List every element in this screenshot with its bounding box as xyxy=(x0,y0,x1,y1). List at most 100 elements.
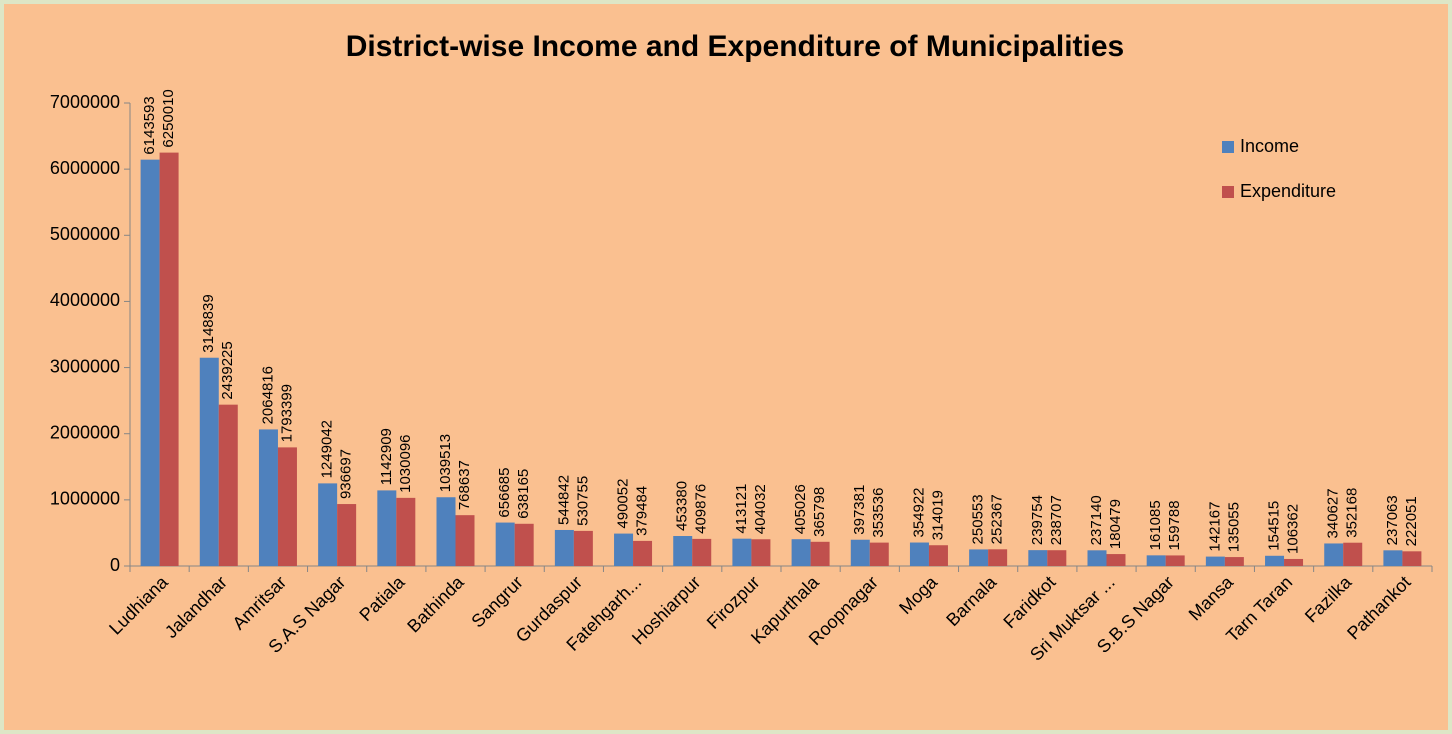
value-label: 404032 xyxy=(752,484,769,534)
bar xyxy=(258,429,278,566)
value-label: 544842 xyxy=(555,475,572,525)
bar xyxy=(988,549,1008,566)
bar xyxy=(751,539,771,566)
bar xyxy=(1146,555,1166,566)
value-label: 180479 xyxy=(1107,499,1124,549)
value-label: 354922 xyxy=(910,487,927,537)
value-label: 142167 xyxy=(1206,502,1223,552)
bar xyxy=(1047,550,1067,566)
bar xyxy=(199,357,219,566)
bar xyxy=(396,497,416,566)
bar xyxy=(928,545,948,566)
value-label: 2064816 xyxy=(259,366,276,424)
value-label: 135055 xyxy=(1225,502,1242,552)
bar xyxy=(455,515,475,566)
value-label: 453380 xyxy=(674,481,691,531)
bar xyxy=(633,540,653,566)
value-label: 530755 xyxy=(574,476,591,526)
legend-swatch xyxy=(1222,141,1234,153)
value-label: 1249042 xyxy=(319,420,336,478)
value-label: 237140 xyxy=(1088,495,1105,545)
bar xyxy=(810,541,830,566)
value-label: 379484 xyxy=(634,486,651,536)
legend-label: Expenditure xyxy=(1240,181,1336,201)
bar xyxy=(573,530,593,566)
value-label: 397381 xyxy=(851,485,868,535)
value-label: 159788 xyxy=(1166,500,1183,550)
chart-background xyxy=(4,4,1448,730)
bar xyxy=(1165,555,1185,566)
bar xyxy=(909,542,929,566)
bar xyxy=(140,159,160,566)
value-label: 340627 xyxy=(1325,488,1342,538)
value-label: 106362 xyxy=(1285,504,1302,554)
value-label: 252367 xyxy=(989,494,1006,544)
value-label: 6143593 xyxy=(141,96,158,154)
value-label: 1030096 xyxy=(397,434,414,492)
bar xyxy=(850,539,870,566)
value-label: 1793399 xyxy=(278,384,295,442)
bar xyxy=(791,539,811,566)
bar xyxy=(1383,550,1403,566)
y-tick-label: 2000000 xyxy=(50,422,120,442)
value-label: 353536 xyxy=(870,488,887,538)
value-label: 405026 xyxy=(792,484,809,534)
value-label: 250553 xyxy=(970,494,987,544)
bar xyxy=(159,152,179,566)
legend-label: Income xyxy=(1240,136,1299,156)
value-label: 413121 xyxy=(733,484,750,534)
value-label: 638165 xyxy=(515,469,532,519)
bar xyxy=(436,497,456,566)
bar xyxy=(969,549,989,566)
bar xyxy=(1087,550,1107,566)
bar xyxy=(614,533,634,566)
bar xyxy=(1402,551,1422,566)
value-label: 1039513 xyxy=(437,434,454,492)
bar xyxy=(1284,558,1304,566)
bar xyxy=(1205,556,1225,566)
value-label: 239754 xyxy=(1029,495,1046,545)
bar xyxy=(495,522,515,566)
value-label: 3148839 xyxy=(200,294,217,352)
value-label: 2439225 xyxy=(219,341,236,399)
y-tick-label: 7000000 xyxy=(50,92,120,112)
y-tick-label: 6000000 xyxy=(50,158,120,178)
bar xyxy=(277,447,297,566)
legend-swatch xyxy=(1222,186,1234,198)
bar xyxy=(1324,543,1344,566)
value-label: 768637 xyxy=(456,460,473,510)
y-tick-label: 5000000 xyxy=(50,224,120,244)
bar xyxy=(869,542,889,566)
value-label: 6250010 xyxy=(160,89,177,147)
bar xyxy=(1343,542,1363,566)
value-label: 238707 xyxy=(1048,495,1065,545)
y-tick-label: 4000000 xyxy=(50,290,120,310)
value-label: 314019 xyxy=(929,490,946,540)
y-tick-label: 0 xyxy=(110,555,120,575)
value-label: 352168 xyxy=(1344,488,1361,538)
bar xyxy=(554,529,574,566)
value-label: 365798 xyxy=(811,487,828,537)
chart-title: District-wise Income and Expenditure of … xyxy=(346,30,1124,63)
bar xyxy=(1106,554,1126,566)
value-label: 936697 xyxy=(338,449,355,499)
bar xyxy=(692,538,712,566)
bar xyxy=(732,538,752,566)
y-tick-label: 1000000 xyxy=(50,489,120,509)
bar xyxy=(337,504,357,566)
bar xyxy=(1028,550,1048,566)
value-label: 656685 xyxy=(496,468,513,518)
bar xyxy=(514,523,534,566)
value-label: 222051 xyxy=(1403,496,1420,546)
bar xyxy=(377,490,397,566)
value-label: 490052 xyxy=(615,479,632,529)
value-label: 161085 xyxy=(1147,500,1164,550)
value-label: 1142909 xyxy=(378,428,395,485)
bar xyxy=(218,404,238,566)
bar xyxy=(1224,557,1244,566)
y-tick-label: 3000000 xyxy=(50,356,120,376)
bar xyxy=(1265,555,1285,566)
bar xyxy=(318,483,338,566)
bar xyxy=(673,536,693,566)
value-label: 237063 xyxy=(1384,495,1401,545)
